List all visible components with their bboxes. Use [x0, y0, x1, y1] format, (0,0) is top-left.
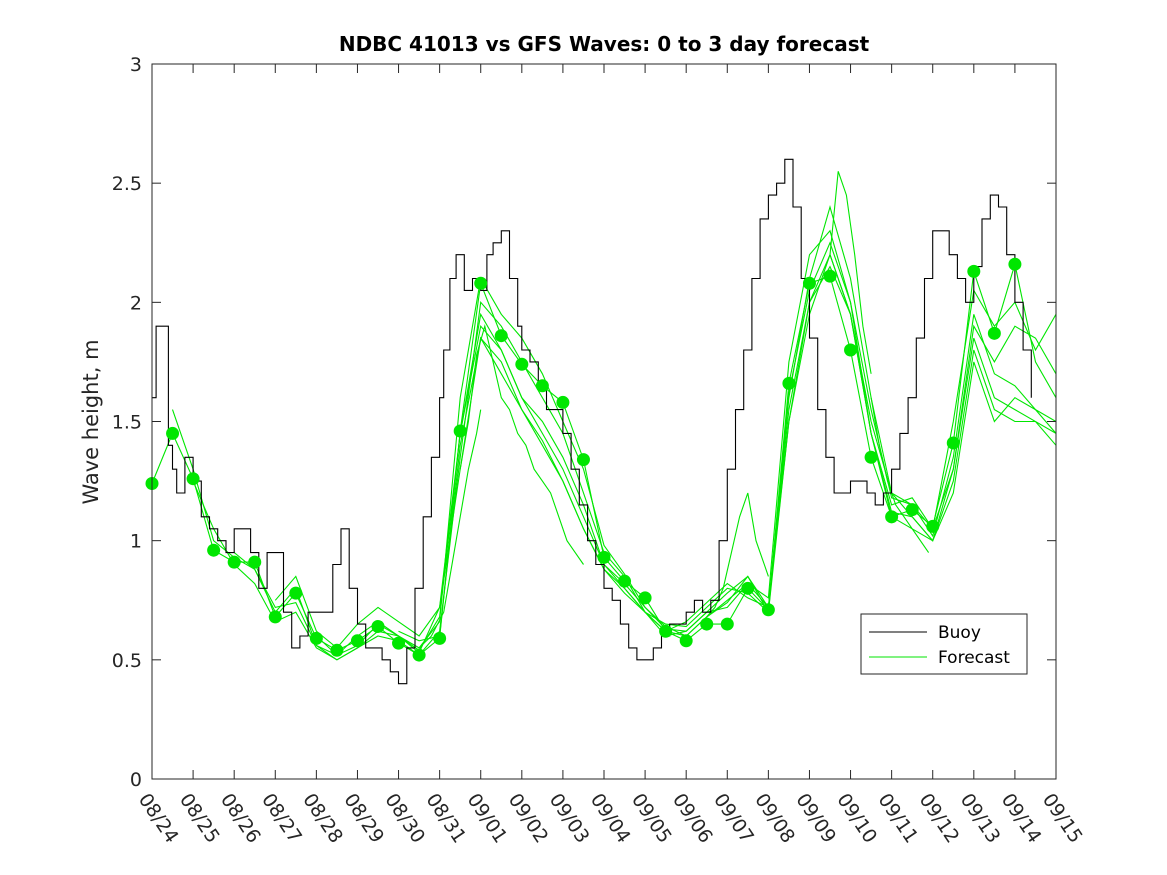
forecast-marker [412, 648, 426, 662]
y-tick-label: 0 [130, 769, 142, 791]
forecast-marker [330, 643, 344, 657]
forecast-run-line [398, 265, 1056, 642]
chart-title: NDBC 41013 vs GFS Waves: 0 to 3 day fore… [339, 32, 870, 56]
forecast-marker [227, 555, 241, 569]
forecast-marker [392, 636, 406, 650]
buoy-line [152, 158, 1032, 685]
forecast-marker [679, 634, 693, 648]
forecast-marker [1008, 257, 1022, 271]
forecast-marker [987, 326, 1001, 340]
forecast-run-line [829, 171, 872, 374]
forecast-run-line [171, 229, 1056, 656]
legend-label-forecast: Forecast [938, 648, 1010, 668]
forecast-run-line [870, 397, 930, 553]
forecast-marker [823, 269, 837, 283]
forecast-marker [515, 357, 529, 371]
forecast-marker [186, 472, 200, 486]
y-tick-label: 2.5 [112, 173, 142, 195]
forecast-marker [782, 376, 796, 390]
forecast-marker [844, 343, 858, 357]
forecast-marker [802, 276, 816, 290]
forecast-marker [946, 436, 960, 450]
forecast-marker [659, 624, 673, 638]
legend-box [860, 613, 1028, 675]
forecast-marker [309, 631, 323, 645]
plot-area [145, 158, 1056, 685]
forecast-run-line [459, 324, 584, 565]
forecast-marker [494, 329, 508, 343]
forecast-marker [618, 574, 632, 588]
y-tick-label: 3 [130, 54, 142, 76]
y-tick-label: 1.5 [112, 412, 142, 434]
legend-label-buoy: Buoy [938, 623, 981, 643]
forecast-marker [905, 503, 919, 517]
forecast-marker [576, 453, 590, 467]
forecast-marker [556, 395, 570, 409]
forecast-marker [864, 450, 878, 464]
y-tick-label: 1 [130, 531, 142, 553]
forecast-marker [720, 617, 734, 631]
forecast-marker [474, 276, 488, 290]
forecast-marker [741, 581, 755, 595]
forecast-marker [371, 619, 385, 633]
y-axis-label: Wave height, m [79, 339, 103, 504]
forecast-marker [350, 634, 364, 648]
forecast-marker [207, 543, 221, 557]
forecast-run-line [418, 409, 482, 649]
forecast-marker [248, 555, 262, 569]
forecast-marker [967, 264, 981, 278]
forecast-run-line [706, 492, 769, 618]
legend: Buoy Forecast [860, 613, 1028, 675]
forecast-marker [761, 603, 775, 617]
y-tick-label: 2 [130, 292, 142, 314]
forecast-marker [926, 519, 940, 533]
forecast-marker [597, 550, 611, 564]
y-tick-label: 0.5 [112, 650, 142, 672]
forecast-marker [268, 610, 282, 624]
forecast-marker [289, 586, 303, 600]
forecast-marker [885, 510, 899, 524]
forecast-marker [166, 426, 180, 440]
forecast-marker [535, 379, 549, 393]
forecast-marker [638, 591, 652, 605]
forecast-marker [453, 424, 467, 438]
forecast-marker [700, 617, 714, 631]
forecast-marker [433, 631, 447, 645]
